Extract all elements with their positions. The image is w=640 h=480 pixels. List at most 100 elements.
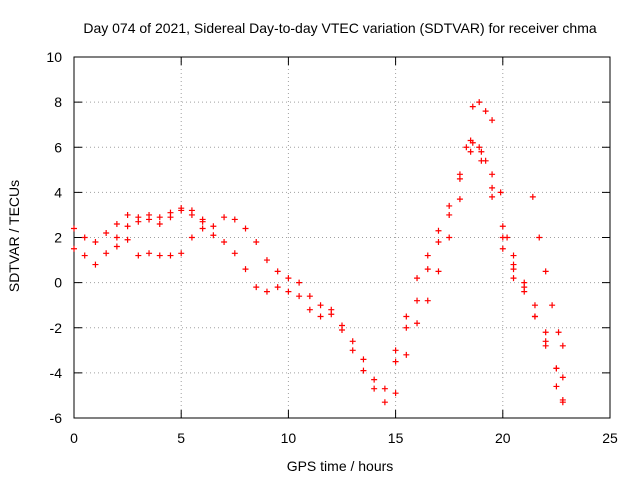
data-point xyxy=(371,376,378,383)
data-point xyxy=(231,250,238,257)
data-point xyxy=(499,223,506,230)
x-tick-label: 10 xyxy=(281,430,297,446)
data-point xyxy=(510,252,517,259)
data-point xyxy=(469,139,476,146)
data-point xyxy=(71,225,77,232)
data-point xyxy=(392,347,399,354)
data-point xyxy=(381,385,388,392)
data-point xyxy=(263,288,270,295)
x-tick-label: 5 xyxy=(177,430,185,446)
data-point xyxy=(113,234,120,241)
data-point xyxy=(497,189,504,196)
data-point xyxy=(92,261,99,268)
y-tick-label: -2 xyxy=(50,320,63,336)
data-point xyxy=(531,302,538,309)
data-point xyxy=(403,351,410,358)
data-point xyxy=(392,390,399,397)
data-point xyxy=(339,327,345,334)
series xyxy=(469,139,566,381)
data-point xyxy=(424,266,431,273)
data-point xyxy=(414,297,421,304)
data-point xyxy=(81,234,88,241)
data-point xyxy=(178,207,185,214)
data-point xyxy=(210,232,217,239)
data-point xyxy=(435,268,442,275)
data-point xyxy=(156,220,163,227)
data-point xyxy=(542,338,549,345)
data-point xyxy=(306,293,313,300)
data-point xyxy=(446,211,453,218)
data-point xyxy=(360,356,367,363)
data-point xyxy=(489,117,496,124)
data-point xyxy=(463,144,470,151)
data-point xyxy=(210,223,217,230)
data-point xyxy=(371,385,378,392)
data-point xyxy=(71,245,77,252)
data-point xyxy=(103,229,110,236)
y-tick-label: -4 xyxy=(50,365,63,381)
data-point xyxy=(424,297,431,304)
data-point xyxy=(392,358,399,365)
data-point xyxy=(328,311,335,318)
data-point xyxy=(349,347,356,354)
y-tick-label: 6 xyxy=(54,139,62,155)
data-point xyxy=(167,214,174,221)
data-point xyxy=(559,399,566,406)
data-point xyxy=(403,324,410,331)
data-point xyxy=(559,374,566,381)
data-point xyxy=(536,234,543,241)
data-points xyxy=(71,99,566,406)
data-point xyxy=(317,313,324,320)
data-point xyxy=(381,399,388,406)
y-axis-label: SDTVAR / TECUs xyxy=(6,180,22,292)
data-point xyxy=(510,275,517,282)
data-point xyxy=(253,284,260,291)
data-point xyxy=(199,218,206,225)
data-point xyxy=(478,148,485,155)
tick-labels: 0 5 10 15 20 25 -6 -4 -2 0 2 4 6 8 10 xyxy=(46,49,618,446)
axis-ticks xyxy=(73,56,611,419)
x-tick-label: 20 xyxy=(495,430,511,446)
data-point xyxy=(263,257,270,264)
data-point xyxy=(242,266,249,273)
data-point xyxy=(555,329,562,336)
data-point xyxy=(424,252,431,259)
data-point xyxy=(156,252,163,259)
x-tick-label: 15 xyxy=(388,430,404,446)
data-point xyxy=(199,225,206,232)
data-point xyxy=(135,252,142,259)
data-point xyxy=(435,239,442,246)
data-point xyxy=(178,250,185,257)
data-point xyxy=(559,342,566,349)
data-point xyxy=(476,144,483,151)
data-point xyxy=(549,302,556,309)
data-point xyxy=(221,214,228,221)
data-point xyxy=(499,245,506,252)
data-point xyxy=(403,313,410,320)
series xyxy=(71,148,566,406)
data-point xyxy=(296,279,303,286)
data-point xyxy=(113,243,120,250)
data-point xyxy=(253,239,260,246)
data-point xyxy=(489,193,496,200)
data-point xyxy=(531,313,538,320)
data-point xyxy=(446,234,453,241)
data-point xyxy=(489,171,496,178)
data-point xyxy=(504,234,511,241)
data-point xyxy=(103,250,110,257)
data-point xyxy=(146,250,153,257)
data-point xyxy=(510,261,517,268)
data-point xyxy=(467,148,474,155)
series xyxy=(113,99,496,354)
chart-title: Day 074 of 2021, Sidereal Day-to-day VTE… xyxy=(83,20,596,36)
data-point xyxy=(188,234,195,241)
data-point xyxy=(146,216,153,223)
y-tick-label: 0 xyxy=(54,275,62,291)
data-point xyxy=(482,108,489,115)
data-point xyxy=(274,284,281,291)
data-point xyxy=(188,211,195,218)
series xyxy=(71,137,566,403)
data-point xyxy=(124,211,131,218)
data-point xyxy=(414,275,421,282)
